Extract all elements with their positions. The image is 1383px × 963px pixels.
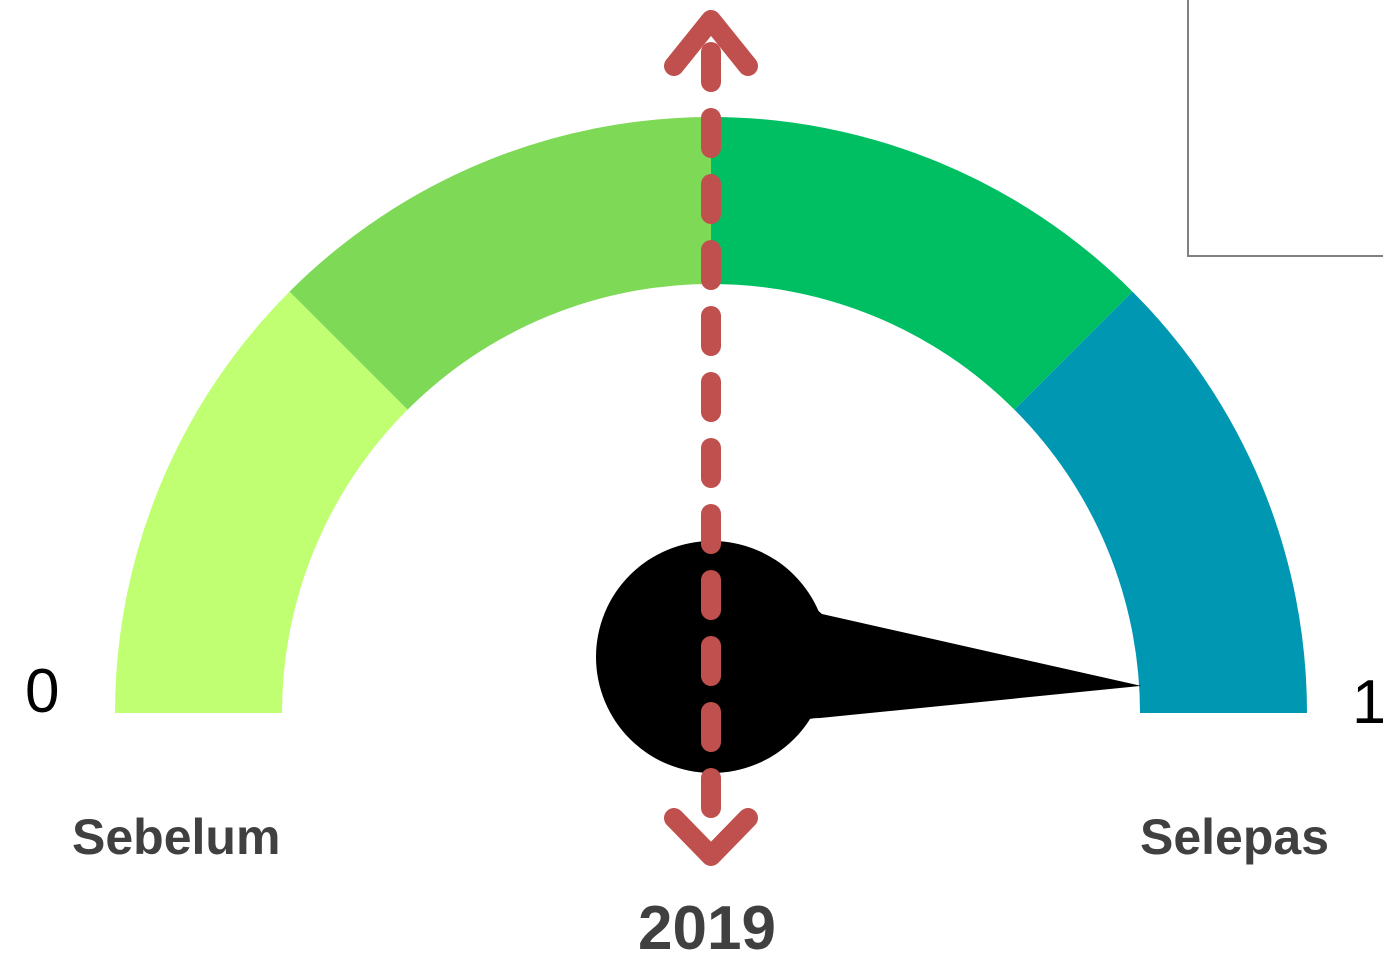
year-marker-line [664, 10, 758, 866]
gauge-segments [115, 117, 1307, 713]
gauge-max-label: 1 [1352, 668, 1383, 737]
gauge-segment-4 [1014, 291, 1307, 713]
year-label: 2019 [638, 894, 776, 963]
arrow-up-icon [664, 10, 758, 76]
arrow-down-icon [664, 808, 758, 866]
gauge-segment-2 [289, 117, 711, 410]
needle-pointer [800, 600, 1142, 722]
gauge-needle [596, 541, 1142, 773]
gauge-min-label: 0 [25, 657, 60, 726]
gauge-segment-1 [115, 291, 408, 713]
gauge-segment-3 [711, 117, 1133, 410]
empty-text-box [1187, 0, 1383, 257]
after-caption: Selepas [1140, 809, 1330, 865]
before-caption: Sebelum [72, 809, 281, 865]
